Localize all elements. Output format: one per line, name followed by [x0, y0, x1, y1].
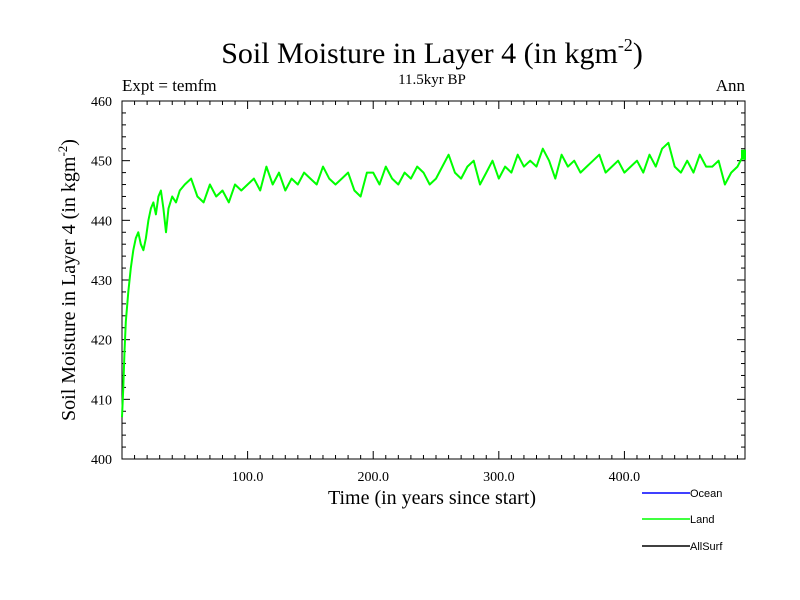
y-tick-label: 420	[91, 334, 112, 349]
x-tick-label: 200.0	[357, 470, 389, 485]
y-tick-label: 440	[91, 214, 112, 229]
y-tick-labels: 400 410 420 430 440 450 460	[91, 95, 112, 468]
x-tick-label: 300.0	[483, 470, 515, 485]
x-axis-label: Time (in years since start)	[328, 487, 536, 509]
x-tick-label: 400.0	[609, 470, 641, 485]
y-tick-label: 410	[91, 393, 112, 408]
period-label: 11.5kyr BP	[398, 72, 466, 88]
chart-title: Soil Moisture in Layer 4 (in kgm-2)	[221, 35, 643, 70]
x-tick-label: 100.0	[232, 470, 264, 485]
y-tick-label: 430	[91, 274, 112, 289]
y-tick-label: 450	[91, 155, 112, 170]
axis-ticks	[122, 101, 745, 459]
chart-title-main: Soil Moisture in Layer 4 (in kgm	[221, 37, 618, 70]
experiment-label: Expt = temfm	[122, 76, 217, 95]
y-axis-label-close: )	[58, 139, 80, 146]
series-line-land	[121, 141, 745, 418]
y-axis-label-sup: -2	[55, 146, 70, 157]
chart-title-sup: -2	[618, 35, 633, 55]
legend: Ocean Land AllSurf	[642, 488, 723, 553]
y-tick-label: 460	[91, 95, 112, 110]
legend-label-ocean: Ocean	[690, 488, 722, 500]
y-tick-label: 400	[91, 453, 112, 468]
legend-label-allsurf: AllSurf	[690, 541, 723, 553]
season-label: Ann	[716, 76, 746, 95]
y-axis-label: Soil Moisture in Layer 4 (in kgm-2)	[55, 139, 80, 421]
chart-title-close: )	[633, 37, 643, 70]
series-end-marker-land	[741, 149, 746, 160]
plot-frame	[121, 100, 746, 460]
series-group	[121, 141, 746, 418]
x-tick-labels: 100.0 200.0 300.0 400.0	[232, 470, 640, 485]
y-axis-label-main: Soil Moisture in Layer 4 (in kgm	[58, 156, 80, 421]
legend-label-land: Land	[690, 514, 714, 526]
